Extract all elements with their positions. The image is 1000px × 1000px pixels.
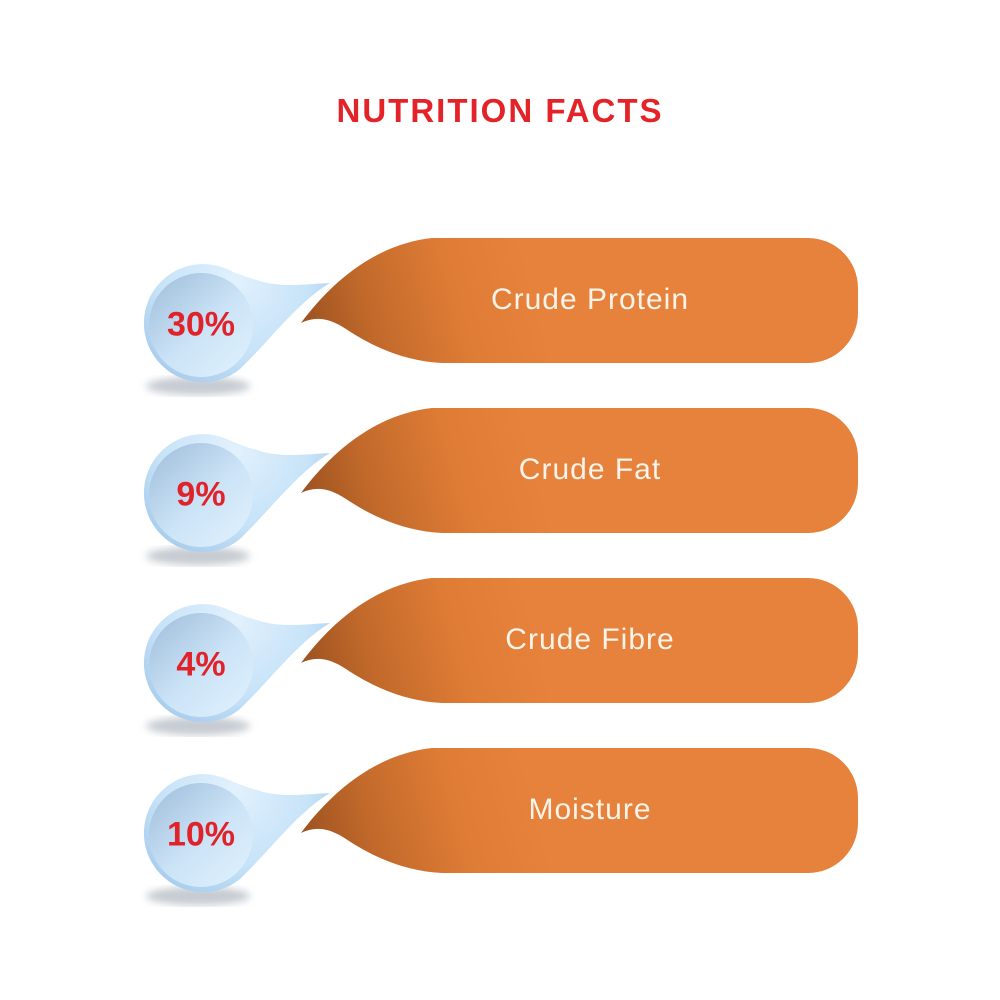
nutrient-row-crude-protein: 30% Crude Protein — [100, 226, 880, 406]
droplet-inner-circle — [149, 443, 253, 547]
droplet-shadow — [146, 717, 250, 735]
row-graphic — [143, 408, 858, 565]
nutrient-label: Crude Protein — [490, 283, 690, 316]
droplet-shadow — [146, 547, 250, 565]
droplet-shadow — [146, 887, 250, 905]
droplet-inner-circle — [149, 273, 253, 377]
droplet-inner-circle — [149, 783, 253, 887]
nutrient-row-crude-fat: 9% Crude Fat — [100, 396, 880, 576]
row-graphic — [143, 748, 858, 905]
ribbon-shape — [301, 578, 858, 703]
ribbon-shape — [301, 748, 858, 873]
nutrient-label: Crude Fat — [518, 453, 662, 486]
page-title: NUTRITION FACTS — [336, 92, 664, 129]
nutrient-label: Moisture — [528, 793, 652, 826]
percent-value: 9% — [176, 475, 226, 514]
ribbon-shape — [301, 238, 858, 363]
nutrient-row-moisture: 10% Moisture — [100, 736, 880, 916]
row-graphic — [143, 578, 858, 735]
percent-value: 4% — [176, 645, 226, 684]
ribbon-shape — [301, 408, 858, 533]
percent-value: 30% — [166, 305, 236, 344]
row-graphic — [143, 238, 858, 395]
percent-value: 10% — [166, 815, 236, 854]
droplet-inner-circle — [149, 613, 253, 717]
droplet-shadow — [146, 377, 250, 395]
nutrient-label: Crude Fibre — [505, 623, 675, 656]
nutrient-row-crude-fibre: 4% Crude Fibre — [100, 566, 880, 746]
